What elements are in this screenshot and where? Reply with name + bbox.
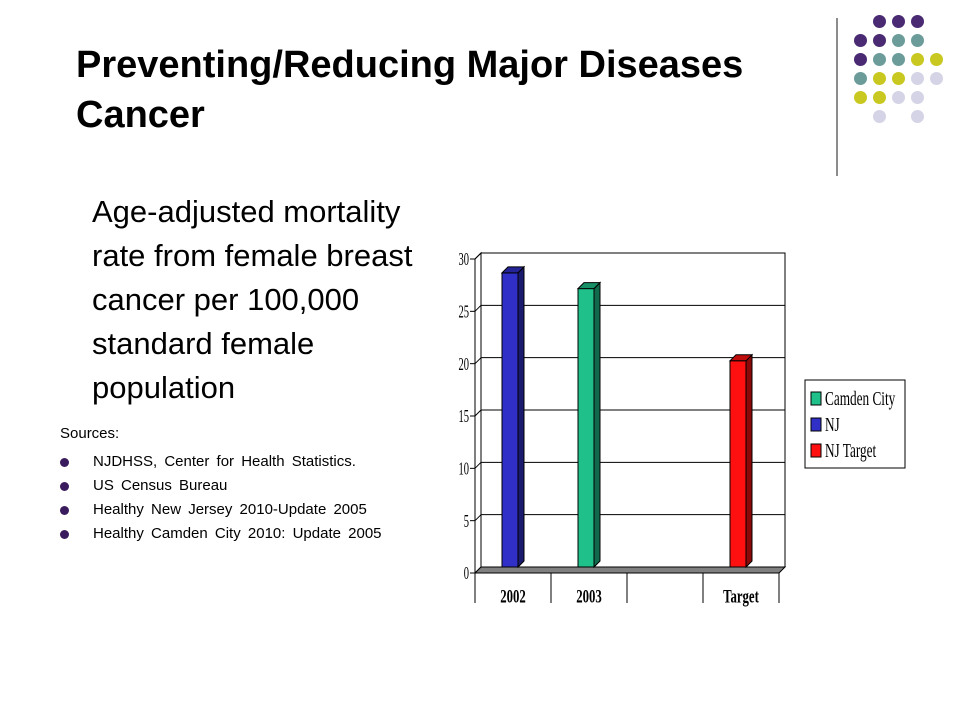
- title-line-2: Cancer: [76, 94, 205, 136]
- y-tick-label: 0: [464, 565, 469, 584]
- decorative-dot: [892, 34, 905, 47]
- sources-list: NJDHSS, Center for Health Statistics. US…: [60, 450, 382, 546]
- decorative-dot: [854, 91, 867, 104]
- bullet-icon: [60, 482, 69, 491]
- x-tick-label: Target: [723, 585, 759, 607]
- decorative-dot: [854, 72, 867, 85]
- legend-swatch: [810, 391, 822, 406]
- decorative-dot: [873, 53, 886, 66]
- decorative-dot: [873, 110, 886, 123]
- legend-label: Camden City: [825, 387, 896, 409]
- decorative-dot: [854, 53, 867, 66]
- decorative-dot: [930, 53, 943, 66]
- bullet-icon: [60, 530, 69, 539]
- decorative-dot: [911, 110, 924, 123]
- decorative-dot: [873, 91, 886, 104]
- y-tick-label: 10: [459, 460, 469, 479]
- source-item: Healthy Camden City 2010: Update 2005: [60, 522, 382, 546]
- source-item: Healthy New Jersey 2010-Update 2005: [60, 498, 382, 522]
- y-tick-label: 30: [459, 251, 469, 270]
- y-tick-label: 5: [464, 512, 469, 531]
- bar-side: [593, 281, 601, 569]
- gridline-wall: [474, 461, 482, 469]
- gridline-wall: [474, 514, 482, 522]
- description-line: rate from female breast: [92, 238, 413, 273]
- decorative-dot: [892, 91, 905, 104]
- source-item: US Census Bureau: [60, 474, 382, 498]
- y-tick-label: 25: [459, 303, 469, 322]
- source-text: NJDHSS, Center for Health Statistics.: [93, 453, 356, 470]
- bar: [501, 272, 519, 568]
- source-item: NJDHSS, Center for Health Statistics.: [60, 450, 382, 474]
- decorative-dot: [873, 15, 886, 28]
- bar: [729, 360, 747, 568]
- bar: [577, 288, 595, 568]
- bar-side: [745, 353, 753, 569]
- decorative-dot: [892, 15, 905, 28]
- decorative-dot: [854, 34, 867, 47]
- x-tick-label: 2002: [500, 585, 526, 607]
- gridline-wall: [474, 252, 482, 260]
- decorative-dot: [873, 72, 886, 85]
- title-line-1: Preventing/Reducing Major Diseases: [76, 44, 744, 86]
- chart-description: Age-adjusted mortality rate from female …: [92, 190, 472, 410]
- gridline-wall: [474, 357, 482, 365]
- decorative-dot: [911, 15, 924, 28]
- gridline-wall: [474, 304, 482, 312]
- legend-swatch: [810, 443, 822, 458]
- decorative-dot: [892, 72, 905, 85]
- description-line: cancer per 100,000: [92, 282, 360, 317]
- decorative-dot: [873, 34, 886, 47]
- bullet-icon: [60, 458, 69, 467]
- description-line: population: [92, 370, 236, 405]
- y-tick-label: 20: [459, 355, 469, 374]
- bar-top: [500, 266, 526, 274]
- bar-top: [576, 282, 602, 290]
- source-text: Healthy New Jersey 2010-Update 2005: [93, 501, 367, 518]
- bar-top: [728, 354, 754, 362]
- chart-legend: [804, 379, 906, 469]
- decorative-dot: [911, 91, 924, 104]
- decorative-dot: [911, 72, 924, 85]
- slide-title: Preventing/Reducing Major Diseases Cance…: [76, 40, 836, 140]
- legend-label: NJ Target: [825, 439, 876, 461]
- chart-floor: [473, 566, 787, 574]
- x-tick-label: 2003: [576, 585, 602, 607]
- decorative-dot: [911, 34, 924, 47]
- legend-swatch: [810, 417, 822, 432]
- decorative-dot: [930, 72, 943, 85]
- decorative-dot: [911, 53, 924, 66]
- source-text: Healthy Camden City 2010: Update 2005: [93, 525, 382, 542]
- bar-side: [517, 265, 525, 569]
- source-text: US Census Bureau: [93, 477, 228, 494]
- description-line: Age-adjusted mortality: [92, 194, 401, 229]
- sources-heading: Sources:: [60, 425, 120, 442]
- description-line: standard female: [92, 326, 315, 361]
- gridline-wall: [474, 409, 482, 417]
- title-divider: [836, 18, 838, 176]
- legend-label: NJ: [825, 413, 840, 435]
- decorative-dot: [892, 53, 905, 66]
- y-tick-label: 15: [459, 408, 469, 427]
- bullet-icon: [60, 506, 69, 515]
